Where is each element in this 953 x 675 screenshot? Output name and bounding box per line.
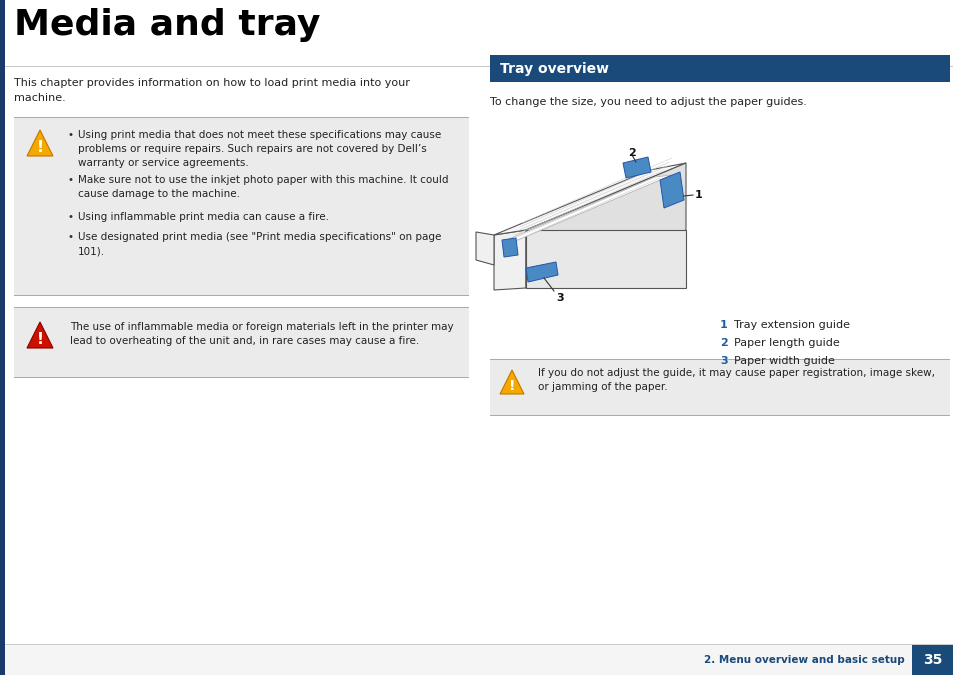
Text: The use of inflammable media or foreign materials left in the printer may
lead t: The use of inflammable media or foreign …	[70, 322, 453, 346]
Text: !: !	[508, 379, 515, 394]
Text: Tray extension guide: Tray extension guide	[733, 320, 849, 330]
Text: Paper width guide: Paper width guide	[733, 356, 834, 366]
Bar	[0, 644, 953, 645]
Polygon shape	[494, 163, 685, 235]
Text: To change the size, you need to adjust the paper guides.: To change the size, you need to adjust t…	[490, 97, 806, 107]
Text: Make sure not to use the inkjet photo paper with this machine. It could
cause da: Make sure not to use the inkjet photo pa…	[78, 175, 448, 199]
Bar	[490, 55, 949, 82]
Text: 2: 2	[720, 338, 727, 348]
Text: This chapter provides information on how to load print media into your
machine.: This chapter provides information on how…	[14, 78, 410, 103]
Text: Media and tray: Media and tray	[14, 8, 320, 42]
Polygon shape	[659, 172, 683, 208]
Text: 35: 35	[923, 653, 942, 667]
Bar	[14, 308, 469, 378]
Polygon shape	[525, 163, 685, 288]
Bar	[14, 118, 469, 296]
Bar	[490, 360, 949, 416]
Bar	[0, 0, 5, 675]
Text: 1: 1	[720, 320, 727, 330]
Polygon shape	[501, 238, 517, 257]
Text: !: !	[36, 140, 44, 155]
Bar	[525, 230, 685, 288]
Polygon shape	[27, 130, 53, 156]
Bar	[911, 645, 953, 675]
Polygon shape	[501, 175, 671, 242]
Text: 2. Menu overview and basic setup: 2. Menu overview and basic setup	[703, 655, 904, 665]
Bar	[14, 117, 469, 118]
Polygon shape	[525, 262, 558, 282]
Text: Use designated print media (see "Print media specifications" on page
101).: Use designated print media (see "Print m…	[78, 232, 441, 256]
Polygon shape	[476, 232, 494, 265]
Text: If you do not adjust the guide, it may cause paper registration, image skew,
or : If you do not adjust the guide, it may c…	[537, 368, 934, 392]
Polygon shape	[494, 230, 525, 290]
Text: 3: 3	[720, 356, 727, 366]
Bar	[14, 294, 469, 296]
Polygon shape	[27, 322, 53, 348]
Bar	[14, 377, 469, 378]
Text: •: •	[68, 130, 74, 140]
Text: Using inflammable print media can cause a fire.: Using inflammable print media can cause …	[78, 212, 329, 222]
Text: •: •	[68, 175, 74, 185]
Polygon shape	[622, 157, 650, 178]
Text: 1: 1	[695, 190, 702, 200]
Text: •: •	[68, 232, 74, 242]
Text: •: •	[68, 212, 74, 222]
Text: 2: 2	[627, 148, 636, 158]
Text: Tray overview: Tray overview	[499, 61, 608, 76]
Bar	[490, 414, 949, 416]
Bar	[490, 358, 949, 360]
Bar	[14, 306, 469, 308]
Bar	[0, 65, 953, 67]
Text: Paper length guide: Paper length guide	[733, 338, 839, 348]
Polygon shape	[499, 370, 523, 394]
Text: !: !	[36, 332, 44, 347]
Bar	[0, 645, 953, 675]
Text: 3: 3	[556, 293, 563, 303]
Text: Using print media that does not meet these specifications may cause
problems or : Using print media that does not meet the…	[78, 130, 441, 168]
